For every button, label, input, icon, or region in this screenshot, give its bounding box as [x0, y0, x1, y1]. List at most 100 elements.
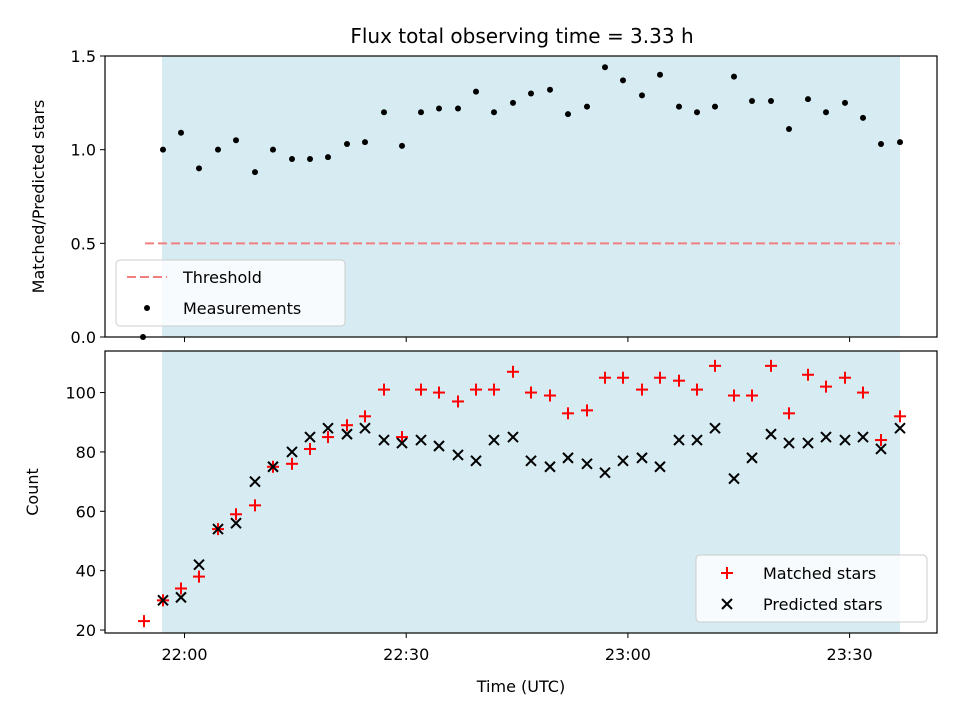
matched-star-point	[544, 389, 556, 402]
predicted-x-b	[802, 437, 814, 449]
measurement-point	[325, 154, 331, 161]
matched-star-point	[691, 383, 703, 396]
matched-star-point	[673, 374, 685, 387]
legend-bottom: Matched stars Predicted stars	[695, 554, 928, 623]
chart-title: Flux total observing time = 3.33 h	[350, 24, 693, 48]
predicted-x-b	[839, 434, 851, 446]
predicted-star-point	[157, 594, 169, 607]
predicted-star-point	[875, 443, 887, 455]
y-axis-label: Matched/Predicted stars	[29, 100, 48, 294]
predicted-x-b	[783, 437, 795, 449]
predicted-x-b	[709, 422, 721, 434]
y-tick-label: 0.5	[71, 234, 96, 253]
predicted-star-point	[857, 431, 869, 443]
predicted-x-b	[359, 422, 371, 434]
predicted-x-b	[562, 452, 574, 464]
matched-star-point	[433, 386, 445, 399]
measurement-point	[307, 156, 313, 163]
predicted-x-b	[857, 431, 869, 443]
legend-measurement-swatch	[144, 305, 150, 311]
x-axis-label: Time (UTC)	[476, 677, 565, 696]
matched-star-point	[562, 407, 574, 420]
predicted-star-point	[341, 428, 353, 440]
predicted-x-b	[581, 458, 593, 470]
measurement-point	[196, 165, 202, 172]
predicted-star-point	[433, 440, 445, 452]
predicted-star-point	[175, 591, 187, 604]
measurement-point	[602, 64, 608, 71]
matched-star-point	[709, 359, 721, 372]
predicted-star-point	[673, 434, 685, 446]
predicted-star-point	[636, 452, 648, 464]
measurement-point	[805, 96, 811, 103]
predicted-x-b	[415, 434, 427, 446]
x-tick-label: 23:30	[827, 645, 873, 664]
matched-star-point	[452, 395, 464, 408]
matched-star-point	[249, 499, 261, 512]
matched-star-point	[175, 582, 187, 595]
bottom-axes: 2040608010022:0022:3023:0023:3000:0000:3…	[23, 350, 938, 696]
predicted-x-b	[673, 434, 685, 446]
bottom-frame	[104, 350, 938, 634]
measurement-point	[455, 105, 461, 112]
x-tick-label: 22:30	[383, 645, 429, 664]
predicted-x-b	[691, 434, 703, 446]
predicted-star-point	[617, 455, 629, 467]
predicted-star-point	[507, 431, 519, 443]
matched-star-point	[507, 365, 519, 378]
predicted-star-point	[765, 428, 777, 440]
measurement-point	[178, 129, 184, 136]
predicted-star-point	[691, 434, 703, 446]
measurement-point	[528, 90, 534, 97]
matched-star-point	[286, 457, 298, 470]
y-tick-label: 60	[76, 502, 96, 521]
measurement-point	[657, 71, 663, 78]
y-tick-label: 40	[76, 562, 96, 581]
matched-star-point	[488, 383, 500, 396]
predicted-star-point	[359, 422, 371, 434]
top-frame	[104, 55, 938, 338]
matched-star-point	[894, 410, 906, 423]
legend-box	[115, 259, 346, 327]
matched-star-point	[746, 389, 758, 402]
legend-threshold-label: Threshold	[182, 268, 262, 287]
measurement-point	[749, 97, 755, 104]
predicted-star-point	[802, 437, 814, 449]
measurement-point	[252, 169, 258, 176]
matched-star-point	[765, 359, 777, 372]
measurement-point	[510, 99, 516, 106]
predicted-star-point	[783, 437, 795, 449]
y-tick-label: 1.5	[71, 47, 96, 66]
matched-star-point	[396, 431, 408, 444]
matched-star-point	[636, 383, 648, 396]
matched-star-point	[875, 434, 887, 447]
top-axes: 0.0 0.5 1.0 1.5 Matched/Predicted stars Thres…	[29, 47, 938, 347]
matched-star-point	[193, 570, 205, 583]
predicted-star-point	[378, 434, 390, 446]
predicted-x-b	[507, 431, 519, 443]
legend-predicted-label: Predicted stars	[763, 595, 883, 614]
matched-star-point	[415, 383, 427, 396]
y-axis-label: Count	[23, 468, 42, 516]
measurement-point	[233, 137, 239, 144]
measurement-point	[289, 156, 295, 163]
measurement-point	[694, 109, 700, 116]
measurement-point	[823, 109, 829, 116]
legend-box	[695, 554, 928, 623]
x-tick-label: 22:00	[161, 645, 207, 664]
predicted-x-b	[452, 449, 464, 461]
measurement-point	[270, 146, 276, 153]
y-tick-label: 20	[76, 621, 96, 640]
measurement-point	[344, 141, 350, 148]
predicted-star-point	[562, 452, 574, 464]
y-tick-label: 1.0	[71, 141, 96, 160]
matched-star-point	[783, 407, 795, 420]
matched-star-point	[359, 410, 371, 423]
predicted-star-point	[525, 455, 537, 467]
predicted-x-b	[396, 437, 408, 449]
predicted-star-point	[249, 475, 261, 488]
predicted-x-b	[820, 431, 832, 443]
predicted-star-point	[230, 517, 242, 529]
matched-star-point	[857, 386, 869, 399]
predicted-star-point	[654, 461, 666, 473]
